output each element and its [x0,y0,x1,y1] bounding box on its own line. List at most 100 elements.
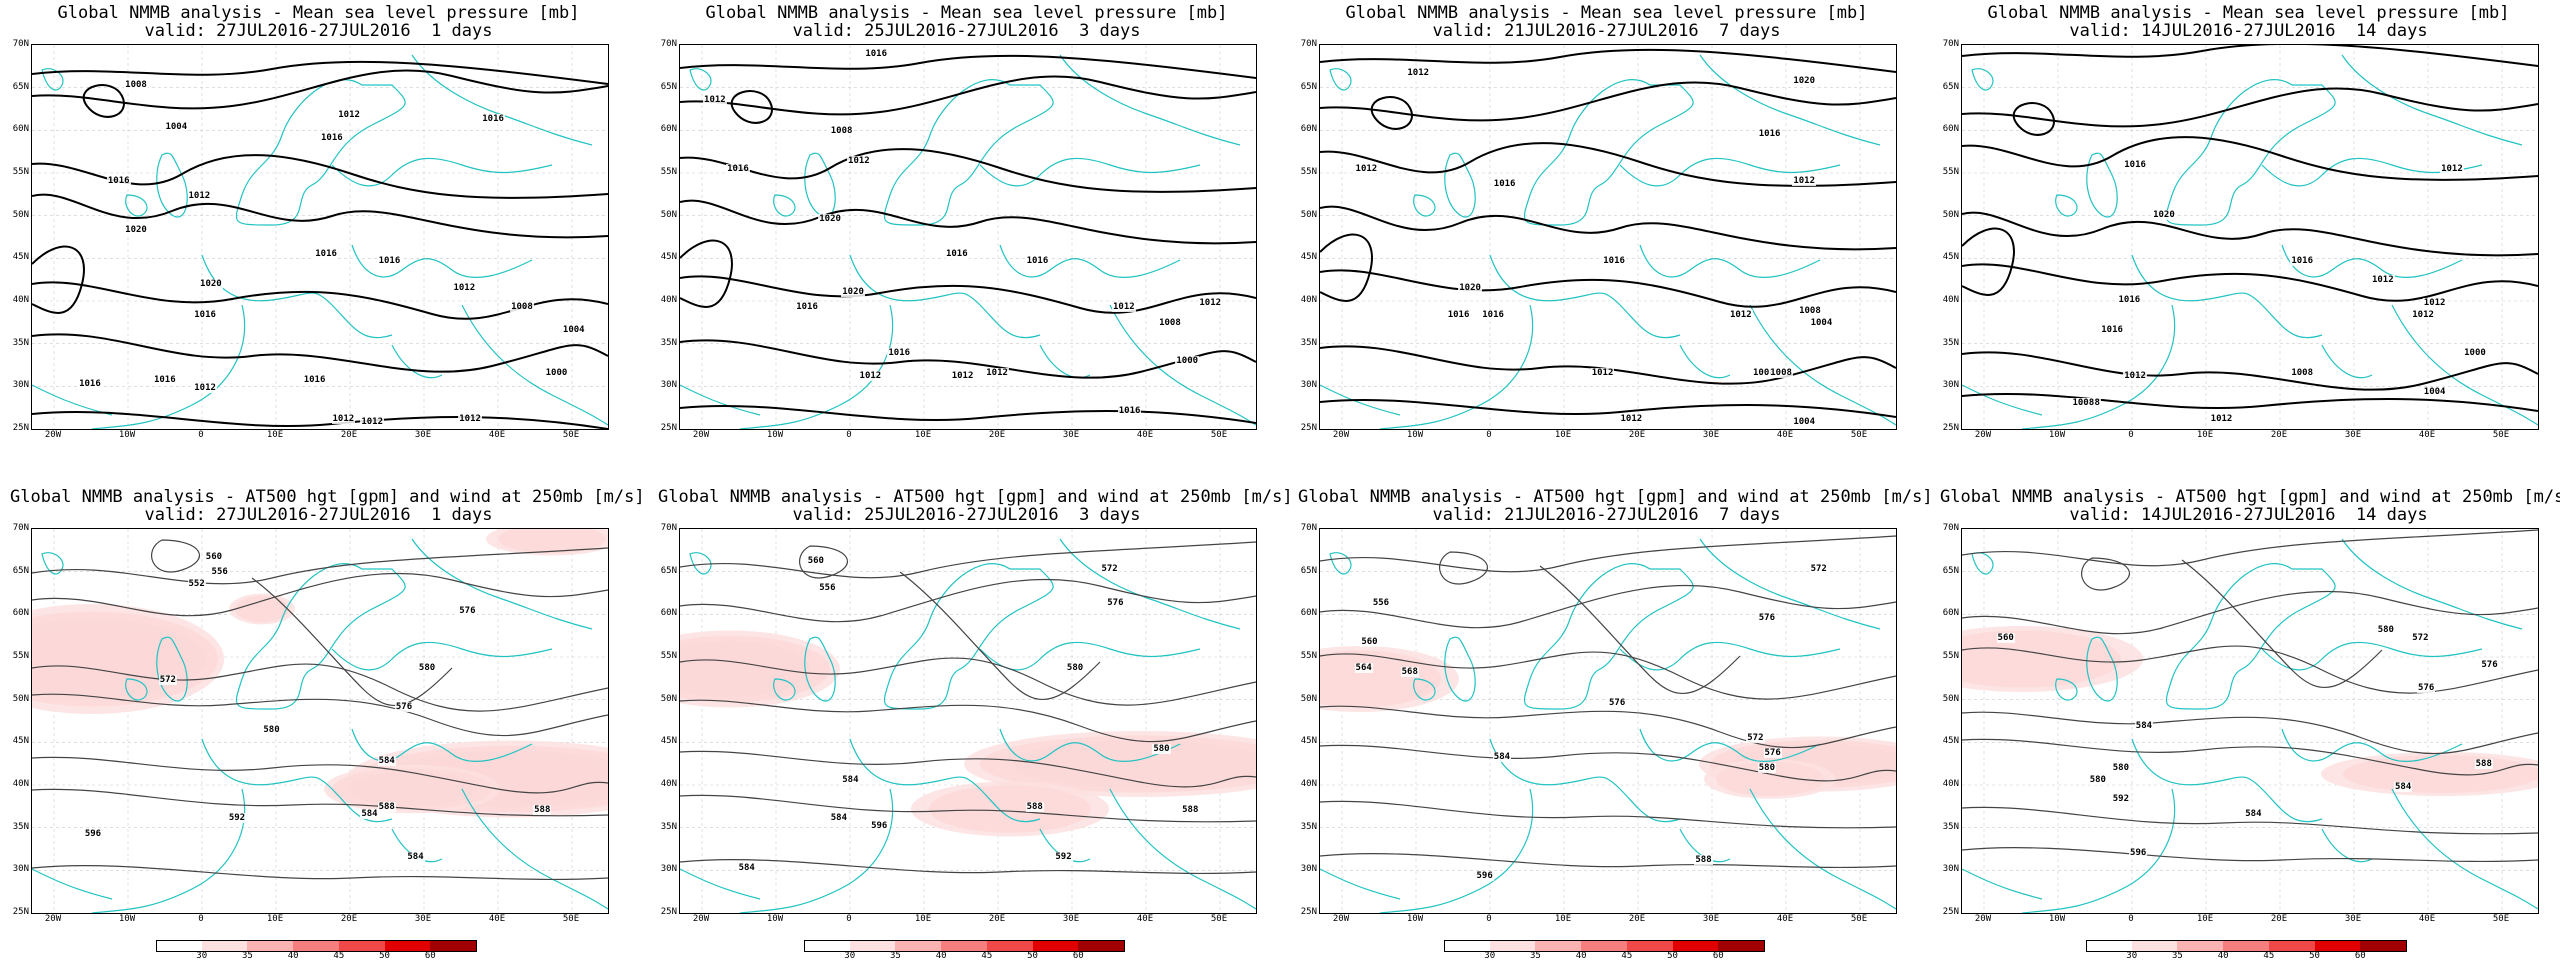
lat-tick-label: 50N [660,693,677,704]
coastline [125,678,148,701]
contour-label: 580 [1757,763,1777,774]
lon-tick-label: 20E [340,430,358,440]
lon-tick-label: 20W [1332,430,1350,440]
contour-label: 1012 [2209,413,2234,424]
contour-label: 1008 [829,125,854,136]
colorbar-label: 60 [1712,951,1724,961]
lon-tick-label: 10E [266,430,284,440]
lat-tick-label: 65N [12,565,29,576]
lon-tick-label: 20W [44,914,62,924]
contour-label: 580 [1065,663,1085,674]
contour-label: 584 [406,851,425,862]
lat-tick-label: 60N [1300,608,1317,619]
contour-label: 580 [417,663,437,674]
coastline [91,788,246,913]
map-area: 560 556 572 576 580 584 588 592 596 584 580 584 588 [679,528,1257,914]
lon-tick-label: 10E [2196,430,2214,440]
colorbar-label: 30 [196,951,208,961]
contour-label: 576 [1106,598,1125,609]
isobar [680,339,1256,379]
isobar [680,199,1256,245]
lon-tick-label: 20W [1332,914,1350,924]
coastline [739,304,894,429]
contour-label: 572 [2411,632,2430,643]
height-contour [680,750,1256,788]
coastline [849,254,1041,339]
map-area: 556 560 564 568 572 576 576 572 580 576 584 588 596 [1319,528,1897,914]
colorbar-label: 45 [981,951,993,961]
lat-tick-label: 65N [1300,565,1317,576]
lat-tick-label: 40N [1300,295,1317,305]
lon-tick-label: 50E [1210,914,1228,924]
isobar [680,54,1256,79]
lat-tick-label: 50N [12,209,29,220]
lat-tick-label: 60N [660,608,677,619]
contour-label: 1012 [1112,302,1136,313]
coastline [2086,636,2118,702]
map-svg [1962,45,2538,429]
isobar [680,239,733,308]
coastline [1749,788,1896,910]
contour-label: 596 [870,820,889,831]
contour-label: 1012 [337,110,361,121]
coastline [1962,868,2043,900]
lon-tick-label: 10E [2196,914,2214,924]
lat-tick-label: 40N [12,295,29,305]
isobar [1962,263,2538,302]
contour-label: 1012 [2411,309,2435,320]
lat-tick-label: 40N [1942,779,1959,789]
lat-tick-label: 35N [1942,337,1959,348]
title-line-2: valid: 25JUL2016-27JUL2016 3 days [792,505,1141,525]
isobar [680,148,1256,193]
title-line-1: Global NMMB analysis - AT500 hgt [gpm] a… [1298,487,1933,507]
coastline [773,194,796,217]
contour-label: 1012 [2422,298,2447,309]
lat-tick-label: 30N [660,864,677,875]
contour-label: 1012 [2440,164,2464,175]
map-area: 1016 1008 1012 1012 1016 1020 1016 1016 1020 1016… [679,44,1257,430]
colorbar: 30 35 40 45 50 60 [804,940,1125,961]
isobar [2012,102,2055,136]
panel-title: Global NMMB analysis - AT500 hgt [gpm] a… [1940,488,2560,524]
isobar [680,404,1256,424]
coastline [1523,79,1694,226]
contour-label: 1012 [331,413,356,424]
lat-tick-label: 35N [660,337,677,348]
contour-label: 576 [1608,697,1627,708]
colorbar-label: 50 [1667,951,1678,961]
contour-label: 1016 [887,348,912,359]
contour-label: 1020 [2152,210,2176,221]
lat-tick-label: 25N [12,907,29,917]
contour-label: 1012 [985,367,1009,378]
height-contour [1320,651,1896,700]
lon-tick-label: 20E [1628,914,1646,924]
lat-tick-label: 60N [1300,124,1317,135]
lon-tick-label: 10W [766,914,784,924]
contour-label: 556 [1371,598,1391,609]
lat-tick-label: 40N [12,779,29,789]
contour-label: 564 [1354,663,1373,674]
wind-shading [1320,646,1459,712]
lat-tick-label: 30N [1942,864,1959,875]
lon-tick-label: 30E [414,914,432,924]
lat-tick-label: 25N [1942,423,1959,433]
contour-label: 560 [1996,632,2015,643]
height-contour [680,657,1256,706]
contour-label: 584 [1492,751,1512,762]
contour-label: 1016 [78,379,102,390]
colorbar-label: 40 [935,951,947,961]
contour-label: 1012 [1792,175,1816,186]
map-svg [1320,529,1896,913]
panel-title: Global NMMB analysis - Mean sea level pr… [10,4,627,40]
coastline [689,68,712,91]
lat-tick-label: 65N [1942,81,1959,92]
contour-label: 1008 [510,302,534,313]
coastline [979,641,1201,671]
title-line-1: Global NMMB analysis - Mean sea level pr… [1987,3,2510,23]
map-area: 1012 1020 1012 1016 1016 1020 1016 1016 1012 1012… [1319,44,1897,430]
height-contour [1962,711,2538,755]
lon-tick-label: 40E [1776,430,1794,440]
coastline [2281,244,2463,278]
coastline [125,194,148,217]
lat-tick-label: 55N [660,651,677,661]
